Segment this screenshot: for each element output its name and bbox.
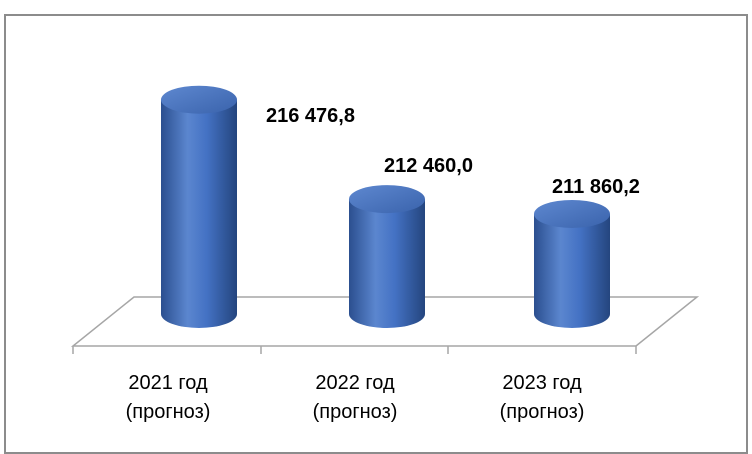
bar-cylinder [161, 99, 237, 328]
chart-svg: 216 476,8 212 460,0 211 860,2 2021 год (… [70, 85, 700, 423]
x-tick-label: (прогноз) [313, 401, 398, 423]
bar-cylinder [349, 199, 425, 328]
bar-cylinder-top [161, 85, 237, 114]
bar-cylinder-top [534, 199, 610, 228]
bar-cylinder-top [349, 185, 425, 214]
x-tick-label: 2021 год [128, 372, 208, 394]
data-label: 212 460,0 [384, 155, 473, 177]
bar-cylinder [534, 213, 610, 328]
data-label: 211 860,2 [552, 176, 640, 198]
data-label: 216 476,8 [266, 105, 355, 127]
x-tick-label: (прогноз) [500, 401, 585, 423]
bars-group [161, 85, 610, 328]
x-tick-label: (прогноз) [126, 401, 211, 423]
x-tick-label: 2023 год [502, 372, 582, 394]
x-tick-label: 2022 год [315, 372, 395, 394]
